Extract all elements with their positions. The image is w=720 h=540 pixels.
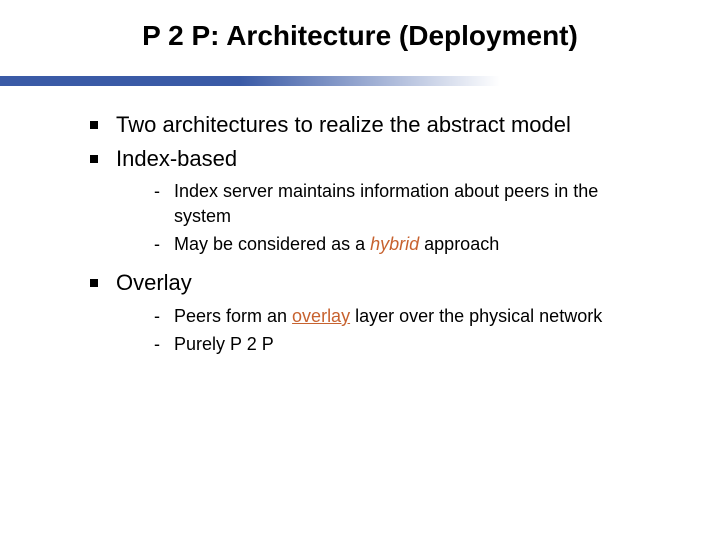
dash-bullet-icon: - [154,232,168,256]
accent-text: overlay [292,306,350,326]
slide: P 2 P: Architecture (Deployment) Two arc… [0,0,720,540]
text-run: Peers form an [174,306,292,326]
text-run: layer over the physical network [350,306,602,326]
accent-text: hybrid [370,234,419,254]
square-bullet-icon [90,279,98,287]
sub-list-item-text: Index server maintains information about… [174,179,660,228]
divider-gradient [240,76,500,86]
dash-bullet-icon: - [154,179,168,203]
sub-list-item: - Index server maintains information abo… [154,179,660,228]
divider-solid [0,76,240,86]
sub-list-item-text: Purely P 2 P [174,332,660,356]
list-item-text: Two architectures to realize the abstrac… [116,110,660,140]
list-item-text: Overlay [116,268,660,298]
text-run: May be considered as a [174,234,370,254]
sub-list-item-text: Peers form an overlay layer over the phy… [174,304,660,328]
dash-bullet-icon: - [154,304,168,328]
square-bullet-icon [90,121,98,129]
list-item-text: Index-based [116,144,660,174]
list-item: Overlay [90,268,660,298]
sub-list: - Peers form an overlay layer over the p… [154,304,660,357]
sub-list: - Index server maintains information abo… [154,179,660,256]
slide-title: P 2 P: Architecture (Deployment) [0,20,720,52]
sub-list-item: - May be considered as a hybrid approach [154,232,660,256]
text-run: Index server maintains information about… [174,181,598,225]
list-item: Two architectures to realize the abstrac… [90,110,660,140]
sub-list-item: - Purely P 2 P [154,332,660,356]
list-item: Index-based [90,144,660,174]
sub-list-item: - Peers form an overlay layer over the p… [154,304,660,328]
text-run: approach [419,234,499,254]
text-run: Purely P 2 P [174,334,274,354]
content-area: Two architectures to realize the abstrac… [90,110,660,369]
dash-bullet-icon: - [154,332,168,356]
title-divider [0,76,720,86]
sub-list-item-text: May be considered as a hybrid approach [174,232,660,256]
square-bullet-icon [90,155,98,163]
